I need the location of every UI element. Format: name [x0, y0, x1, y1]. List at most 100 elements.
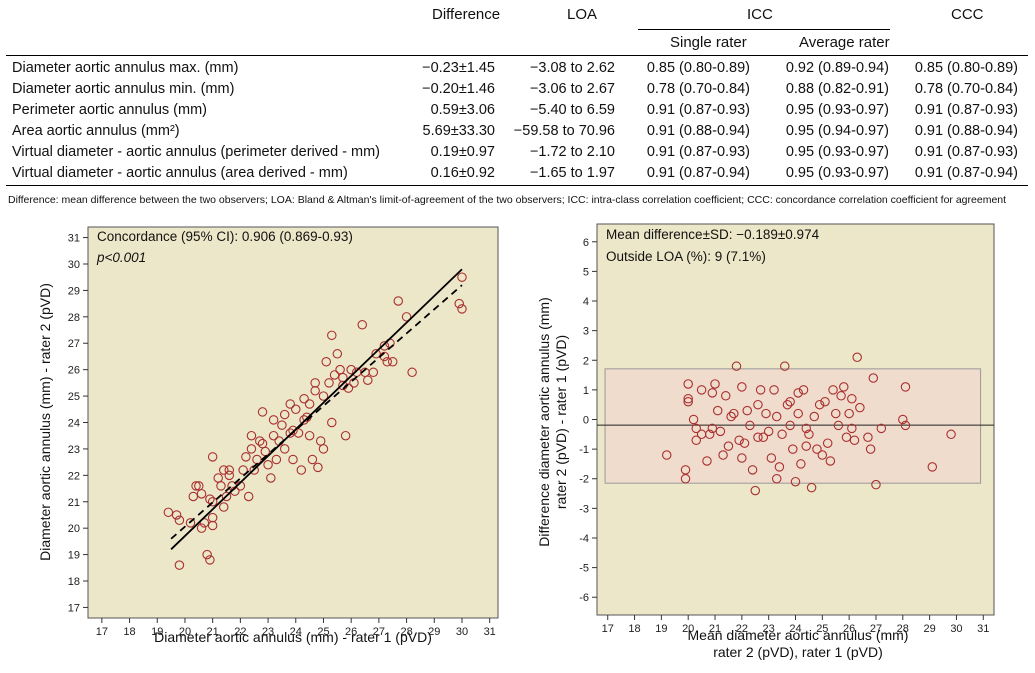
- y-tick-label: 23: [68, 444, 80, 456]
- data-point: [457, 304, 467, 314]
- y-tick-label: 4: [583, 296, 589, 308]
- y-tick-label: 31: [68, 233, 80, 245]
- data-point: [271, 454, 282, 465]
- data-point: [174, 515, 185, 525]
- x-axis-label-line1: Mean diameter aortic annulus (mm): [688, 627, 909, 643]
- table-cell-ccc: 0.78 (0.70-0.84): [914, 81, 1018, 97]
- header-ccc: CCC: [951, 6, 984, 23]
- data-point: [833, 420, 844, 431]
- data-point: [296, 465, 307, 475]
- data-point: [188, 491, 199, 502]
- table-cell-loa: −1.65 to 1.97: [529, 165, 615, 181]
- data-point: [809, 411, 820, 422]
- data-point: [457, 272, 467, 282]
- regression-line: [170, 268, 463, 550]
- data-point: [304, 430, 315, 441]
- data-point: [207, 452, 218, 462]
- x-tick-label: 31: [484, 626, 496, 638]
- x-tick-label: 30: [950, 623, 962, 635]
- data-point: [839, 382, 849, 392]
- data-point: [680, 473, 691, 484]
- data-point: [191, 481, 201, 491]
- table-cell-loa: −3.06 to 2.67: [529, 81, 615, 97]
- header-bottom-rule: [6, 55, 1028, 56]
- data-point: [255, 436, 265, 446]
- data-point: [224, 470, 235, 481]
- data-point: [747, 465, 758, 475]
- data-point: [739, 438, 750, 448]
- data-point: [307, 454, 318, 465]
- table-cell-single: 0.78 (0.70-0.84): [646, 81, 750, 97]
- data-point: [712, 405, 723, 416]
- table-cell-diff: 5.69±33.30: [422, 123, 495, 139]
- data-point: [734, 435, 744, 445]
- data-point: [785, 420, 795, 431]
- data-point: [702, 456, 712, 466]
- data-point: [293, 428, 304, 438]
- data-point: [793, 388, 803, 398]
- data-point: [338, 372, 348, 383]
- data-point: [790, 476, 801, 487]
- loa-band: [604, 368, 982, 484]
- table-cell-ccc: 0.85 (0.80-0.89): [914, 60, 1018, 76]
- data-point: [946, 429, 956, 440]
- data-point: [710, 379, 720, 389]
- data-point: [202, 549, 212, 560]
- header-loa: LOA: [567, 6, 598, 23]
- table-cell-average: 0.95 (0.93-0.97): [785, 144, 889, 160]
- data-point: [828, 385, 838, 395]
- data-point: [793, 408, 803, 419]
- y-tick-label: 17: [68, 602, 80, 614]
- data-point: [852, 352, 862, 363]
- y-tick-label: 6: [583, 237, 589, 249]
- data-point: [379, 341, 390, 351]
- table-cell-label: Diameter aortic annulus min. (mm): [12, 81, 235, 97]
- data-point: [817, 450, 828, 460]
- data-point: [723, 441, 734, 451]
- table-cell-loa: −5.40 to 6.59: [529, 102, 615, 118]
- data-point: [332, 349, 343, 359]
- data-point: [661, 450, 672, 460]
- x-tick-label: 29: [428, 626, 440, 638]
- data-point: [268, 430, 279, 441]
- x-tick-label: 18: [628, 623, 640, 635]
- y-axis-label-line2: rater 2 (pVD) - rater 1 (pVD): [553, 335, 569, 509]
- data-point: [865, 444, 876, 454]
- table-footnote: Difference: mean difference between the …: [8, 194, 1007, 206]
- x-tick-label: 26: [843, 623, 855, 635]
- y-tick-label: 19: [68, 550, 80, 562]
- data-point: [785, 396, 795, 407]
- x-tick-label: 30: [456, 626, 468, 638]
- data-point: [683, 396, 693, 407]
- y-tick-label: -3: [579, 503, 589, 515]
- data-point: [753, 399, 763, 410]
- data-point: [185, 518, 196, 528]
- data-point: [691, 423, 702, 434]
- data-point: [731, 361, 742, 371]
- data-point: [804, 429, 814, 440]
- data-point: [796, 459, 806, 469]
- x-tick-label: 24: [290, 626, 302, 638]
- table-cell-single: 0.85 (0.80-0.89): [646, 60, 750, 76]
- data-point: [788, 444, 798, 454]
- table-cell-diff: 0.19±0.97: [430, 144, 495, 160]
- data-point: [205, 555, 215, 565]
- y-tick-label: 25: [68, 391, 80, 403]
- table-cell-diff: −0.23±1.45: [422, 60, 495, 76]
- x-tick-label: 25: [816, 623, 828, 635]
- y-tick-label: 28: [68, 312, 80, 324]
- icc-header-rule: [638, 29, 890, 30]
- data-point: [771, 473, 782, 484]
- data-point: [454, 298, 464, 309]
- table-cell-label: Perimeter aortic annulus (mm): [12, 102, 207, 118]
- y-tick-label: 2: [583, 355, 589, 367]
- table-cell-diff: 0.16±0.92: [430, 165, 495, 181]
- data-point: [218, 502, 229, 512]
- data-point: [368, 367, 379, 378]
- y-tick-label: -1: [579, 444, 589, 456]
- data-point: [715, 426, 726, 437]
- data-point: [825, 456, 836, 466]
- table-cell-single: 0.91 (0.87-0.93): [646, 144, 750, 160]
- y-tick-label: 26: [68, 365, 80, 377]
- y-tick-label: 27: [68, 338, 80, 350]
